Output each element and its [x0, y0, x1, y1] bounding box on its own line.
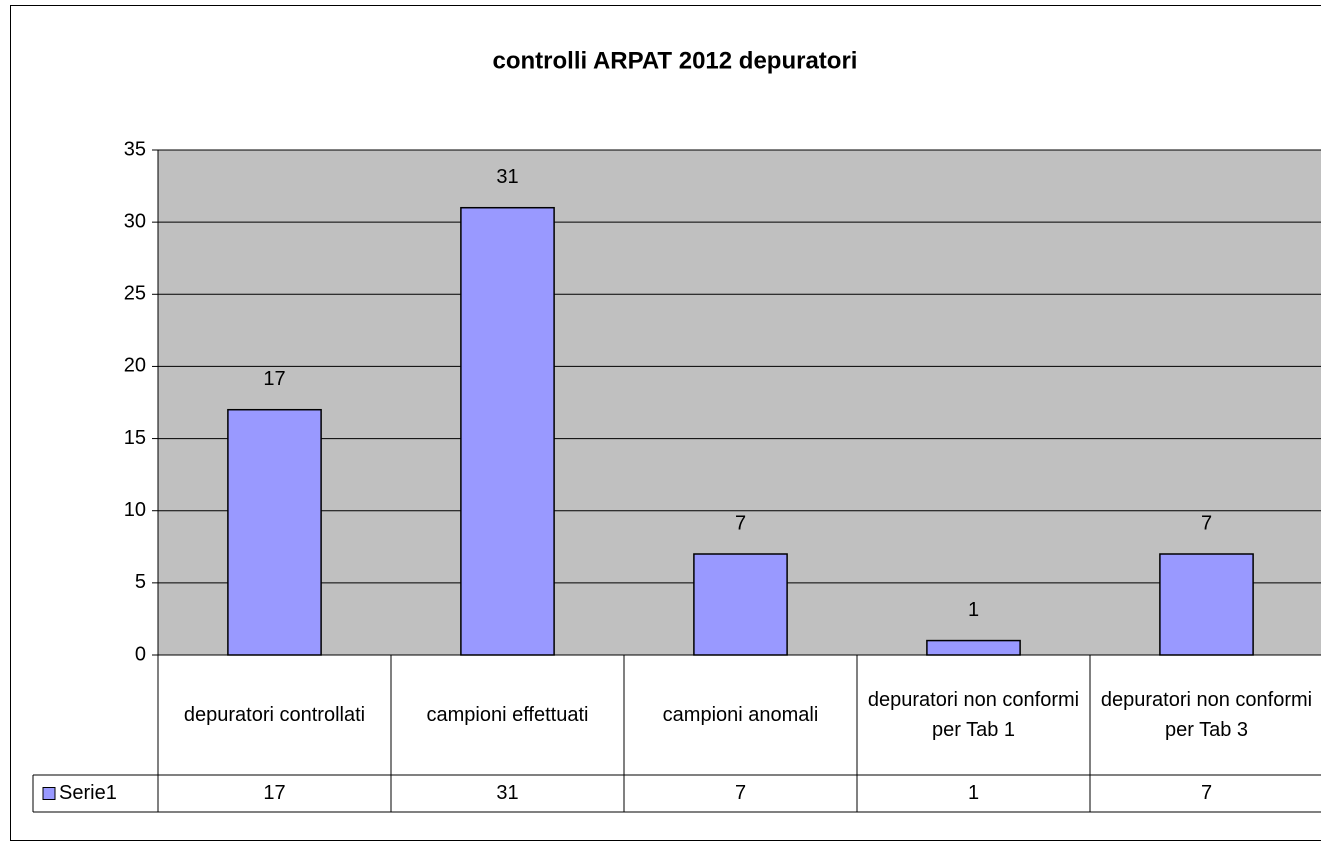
data-label: 1: [968, 599, 979, 621]
data-label: 7: [1201, 512, 1212, 534]
y-tick-label: 15: [124, 427, 146, 449]
bar: [926, 639, 1021, 656]
y-tick-label: 5: [135, 571, 146, 593]
y-tick-label: 10: [124, 499, 146, 521]
y-tick-label: 20: [124, 355, 146, 377]
y-tick-label: 0: [135, 643, 146, 665]
bar: [227, 408, 322, 656]
table-value: 7: [1201, 782, 1212, 804]
chart-title: controlli ARPAT 2012 depuratori: [493, 47, 858, 74]
category-label: depuratori non conformi per Tab 3: [1100, 689, 1313, 741]
data-label: 7: [735, 512, 746, 534]
category-label: depuratori non conformi per Tab 1: [867, 689, 1080, 741]
bar: [460, 206, 555, 656]
data-label: 31: [496, 166, 518, 188]
category-label: campioni effettuati: [426, 704, 589, 726]
y-tick-label: 35: [124, 138, 146, 160]
legend-swatch: [42, 787, 56, 800]
category-label: depuratori controllati: [183, 704, 366, 726]
table-value: 1: [968, 782, 979, 804]
bar: [693, 553, 788, 656]
table-value: 7: [735, 782, 746, 804]
table-value: 31: [496, 782, 518, 804]
bar: [1159, 553, 1254, 656]
y-tick-label: 30: [124, 210, 146, 232]
table-value: 17: [263, 782, 285, 804]
category-label: campioni anomali: [662, 704, 819, 726]
data-label: 17: [263, 368, 285, 390]
legend-label: Serie1: [59, 782, 117, 804]
y-tick-label: 25: [124, 283, 146, 305]
